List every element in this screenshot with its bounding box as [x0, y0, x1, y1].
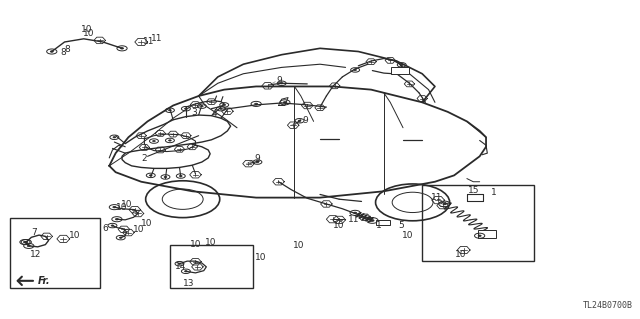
Text: 8: 8: [60, 48, 66, 57]
Circle shape: [113, 206, 116, 208]
Circle shape: [28, 245, 30, 247]
Text: TL24B0700B: TL24B0700B: [583, 301, 633, 310]
Text: 1: 1: [376, 221, 382, 230]
Text: 10: 10: [81, 25, 93, 34]
Bar: [422, 185, 534, 261]
Circle shape: [401, 64, 403, 65]
Text: 1: 1: [491, 188, 497, 197]
Text: 10: 10: [69, 231, 81, 240]
Circle shape: [179, 175, 182, 177]
Bar: [376, 219, 390, 225]
Circle shape: [443, 203, 446, 205]
Text: Fr.: Fr.: [38, 276, 51, 286]
Bar: [170, 245, 253, 288]
Text: 10: 10: [205, 238, 216, 247]
Circle shape: [168, 140, 172, 141]
Circle shape: [178, 263, 181, 264]
Circle shape: [152, 140, 156, 142]
Circle shape: [168, 110, 172, 111]
Text: 15: 15: [467, 186, 479, 195]
Text: 12: 12: [30, 250, 42, 259]
Circle shape: [256, 161, 259, 163]
Text: 7: 7: [31, 228, 36, 237]
Circle shape: [354, 69, 356, 70]
Text: 10: 10: [255, 253, 266, 262]
Circle shape: [51, 51, 53, 52]
Circle shape: [223, 104, 225, 106]
Circle shape: [220, 108, 222, 109]
Circle shape: [24, 241, 26, 243]
Text: 8: 8: [65, 45, 70, 55]
Text: 13: 13: [183, 279, 195, 288]
Text: 3: 3: [191, 108, 196, 117]
Circle shape: [200, 106, 203, 107]
Circle shape: [353, 212, 356, 214]
Text: 9: 9: [276, 76, 282, 85]
Text: 11: 11: [348, 215, 359, 224]
Text: 10: 10: [133, 225, 145, 234]
Text: 5: 5: [399, 221, 404, 230]
Text: 10: 10: [121, 200, 132, 209]
Text: 11: 11: [151, 34, 163, 43]
Circle shape: [184, 271, 188, 272]
Circle shape: [371, 219, 374, 221]
Bar: [10, 218, 100, 288]
Circle shape: [280, 83, 283, 84]
Circle shape: [164, 176, 167, 178]
Circle shape: [284, 101, 287, 103]
Text: 14: 14: [175, 262, 186, 271]
Text: 11: 11: [431, 193, 442, 202]
Text: 10: 10: [455, 250, 467, 259]
Text: 10: 10: [189, 240, 201, 249]
Text: 9: 9: [254, 154, 260, 163]
Circle shape: [113, 137, 116, 138]
Circle shape: [149, 175, 152, 176]
Circle shape: [115, 219, 118, 220]
Text: 10: 10: [116, 203, 127, 211]
Circle shape: [25, 241, 28, 243]
Text: 11: 11: [143, 38, 154, 47]
Circle shape: [111, 225, 114, 226]
Circle shape: [255, 103, 258, 105]
Circle shape: [478, 235, 481, 236]
Text: 2: 2: [141, 154, 147, 163]
Text: 10: 10: [141, 219, 153, 228]
Bar: [478, 230, 496, 238]
Text: 10: 10: [293, 241, 305, 250]
Circle shape: [184, 108, 188, 109]
Text: 4: 4: [211, 109, 217, 118]
Text: 10: 10: [402, 231, 413, 240]
Circle shape: [120, 48, 124, 49]
Circle shape: [298, 120, 301, 122]
Text: 10: 10: [83, 29, 95, 38]
Text: 10: 10: [333, 221, 344, 230]
Bar: [391, 67, 409, 74]
Text: 9: 9: [302, 116, 308, 125]
Text: 6: 6: [103, 224, 109, 233]
Circle shape: [120, 237, 122, 238]
